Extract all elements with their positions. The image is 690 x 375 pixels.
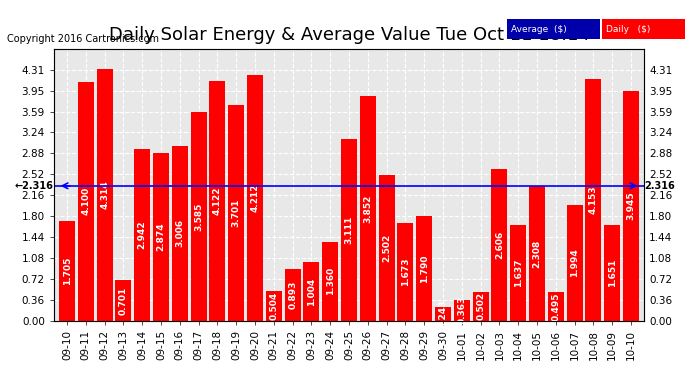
Bar	[210, 81, 226, 321]
Bar	[454, 300, 470, 321]
Bar	[341, 140, 357, 321]
Bar	[322, 242, 338, 321]
Text: 0.243: 0.243	[439, 300, 448, 328]
Text: 3.701: 3.701	[232, 199, 241, 227]
Bar	[285, 269, 301, 321]
Text: 0.502: 0.502	[476, 292, 485, 320]
Text: 4.212: 4.212	[250, 184, 259, 212]
Text: 3.945: 3.945	[627, 192, 635, 220]
Bar	[135, 149, 150, 321]
Text: 1.673: 1.673	[401, 258, 410, 286]
Bar	[435, 307, 451, 321]
Text: 2.606: 2.606	[495, 231, 504, 259]
Bar	[529, 186, 545, 321]
Text: 1.994: 1.994	[570, 248, 579, 277]
Text: Copyright 2016 Cartronics.com: Copyright 2016 Cartronics.com	[7, 34, 159, 44]
Text: 0.893: 0.893	[288, 280, 297, 309]
Bar	[623, 91, 639, 321]
Text: 0.701: 0.701	[119, 286, 128, 315]
Text: Daily   ($): Daily ($)	[606, 25, 650, 34]
Text: 2.874: 2.874	[157, 223, 166, 251]
Text: 4.153: 4.153	[589, 186, 598, 214]
Bar	[548, 292, 564, 321]
Text: 0.504: 0.504	[269, 292, 278, 320]
Bar	[604, 225, 620, 321]
Bar	[491, 169, 507, 321]
Text: 1.651: 1.651	[608, 258, 617, 287]
Text: 3.111: 3.111	[344, 216, 353, 244]
Bar	[511, 225, 526, 321]
Bar	[473, 292, 489, 321]
Bar	[416, 216, 432, 321]
Bar	[397, 223, 413, 321]
Text: 4.122: 4.122	[213, 186, 222, 215]
Bar	[115, 280, 131, 321]
Text: 1.637: 1.637	[514, 259, 523, 287]
Bar	[172, 146, 188, 321]
Bar	[190, 112, 206, 321]
Bar	[360, 96, 376, 321]
Text: 3.852: 3.852	[364, 194, 373, 223]
Text: 0.363: 0.363	[457, 296, 466, 324]
Text: 2.316: 2.316	[644, 181, 675, 191]
Text: 2.502: 2.502	[382, 234, 391, 262]
Bar	[78, 82, 94, 321]
Text: 2.942: 2.942	[138, 221, 147, 249]
Text: 2.308: 2.308	[533, 240, 542, 268]
Bar	[247, 75, 263, 321]
Bar	[379, 175, 395, 321]
Bar	[97, 69, 112, 321]
Bar	[228, 105, 244, 321]
Text: 1.705: 1.705	[63, 257, 72, 285]
Text: 4.100: 4.100	[81, 187, 90, 216]
Text: 1.004: 1.004	[307, 278, 316, 306]
Bar	[586, 79, 602, 321]
Text: 1.360: 1.360	[326, 267, 335, 296]
Text: Average  ($): Average ($)	[511, 25, 566, 34]
Bar	[266, 291, 282, 321]
Title: Daily Solar Energy & Average Value Tue Oct 11 18:14: Daily Solar Energy & Average Value Tue O…	[108, 26, 589, 44]
Text: 3.585: 3.585	[194, 202, 203, 231]
Text: 1.790: 1.790	[420, 254, 428, 283]
Text: ←2.316: ←2.316	[15, 181, 54, 191]
Bar	[59, 222, 75, 321]
Bar	[153, 153, 169, 321]
Text: 0.495: 0.495	[551, 292, 560, 321]
Bar	[304, 262, 319, 321]
Text: 3.006: 3.006	[175, 219, 184, 247]
Bar	[566, 205, 582, 321]
Text: 4.314: 4.314	[100, 181, 109, 209]
